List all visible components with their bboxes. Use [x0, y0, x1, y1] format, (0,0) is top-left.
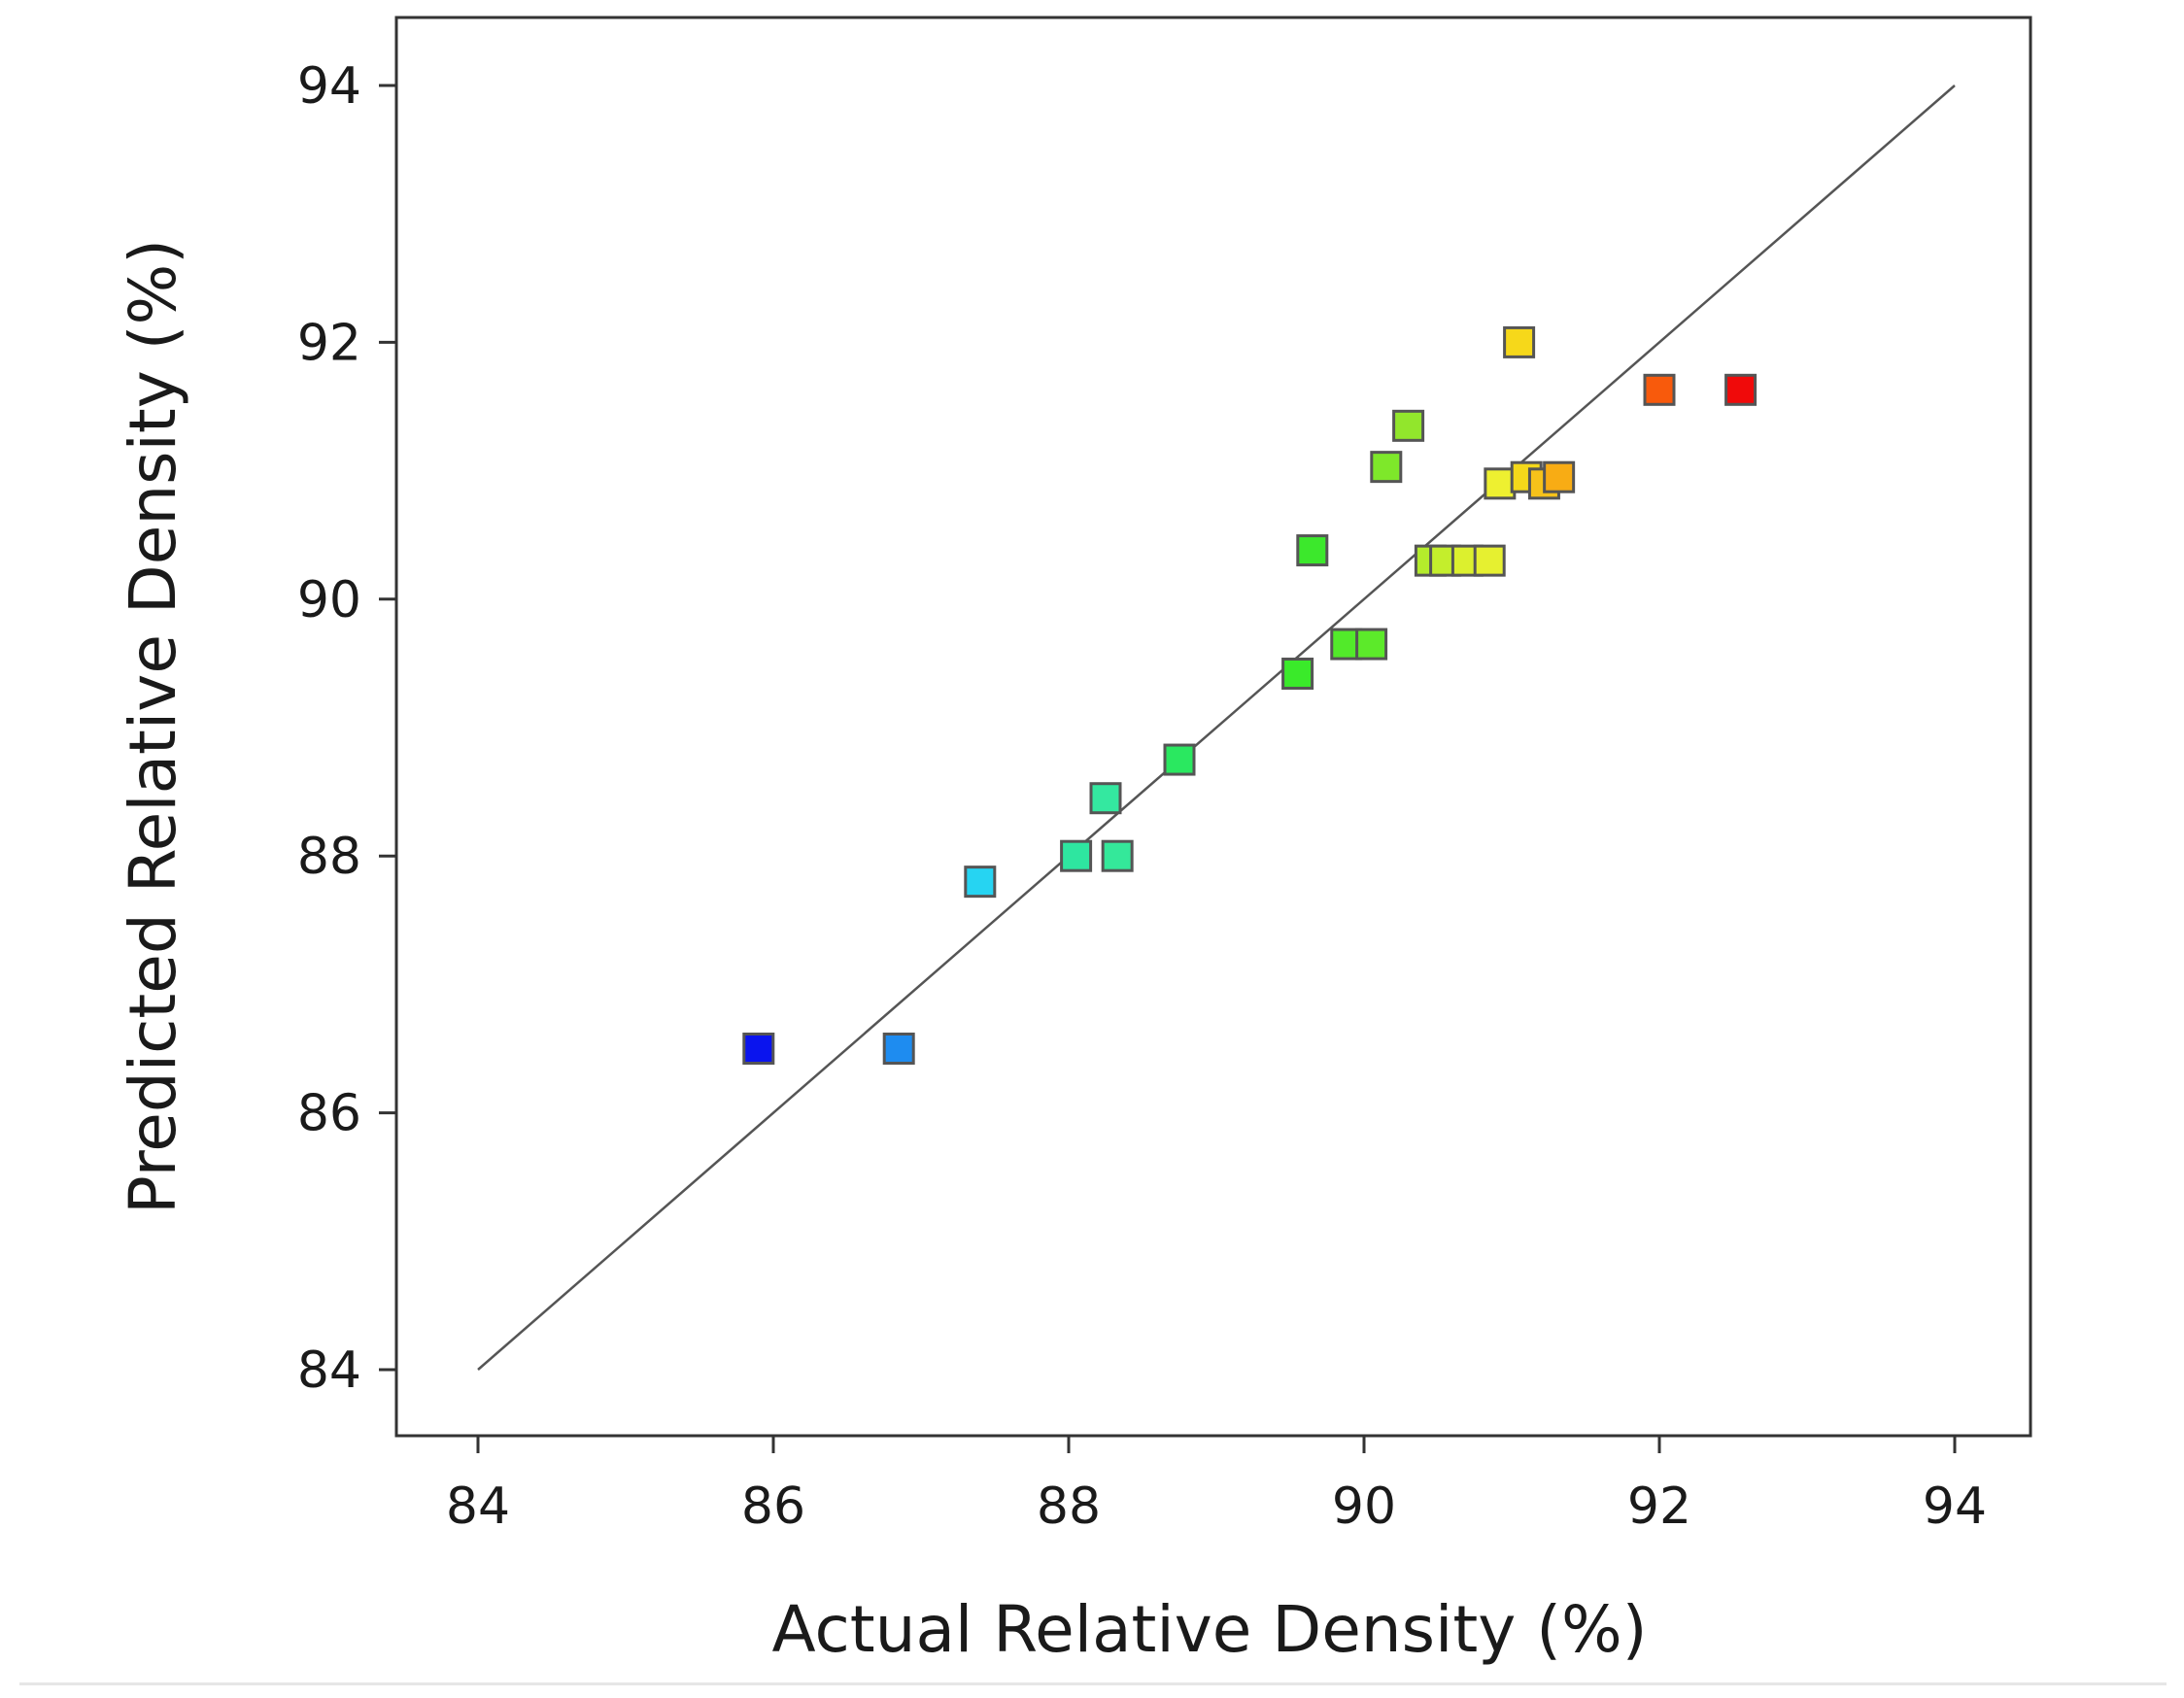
data-point [1281, 657, 1314, 690]
data-point [1355, 628, 1388, 661]
data-point [1101, 839, 1134, 872]
y-axis: 84 86 88 90 92 94 [297, 57, 396, 1400]
data-point [742, 1033, 775, 1065]
y-tick-label: 84 [297, 1341, 361, 1400]
x-tick-label: 88 [1037, 1477, 1101, 1536]
data-points [742, 325, 1757, 1065]
x-axis: 84 86 88 90 92 94 [446, 1436, 1987, 1536]
data-point [882, 1033, 915, 1065]
data-point [1370, 451, 1403, 484]
y-tick-label: 90 [297, 571, 361, 629]
data-point [1484, 467, 1517, 500]
x-axis-title: Actual Relative Density (%) [772, 1592, 1648, 1667]
y-tick-label: 94 [297, 57, 361, 116]
data-point [1089, 782, 1122, 815]
x-tick-label: 92 [1627, 1477, 1691, 1536]
data-point [1392, 409, 1425, 442]
data-point [1724, 373, 1757, 406]
data-point [964, 866, 997, 899]
data-point [1060, 839, 1093, 872]
data-point [1473, 544, 1506, 577]
x-tick-label: 94 [1923, 1477, 1987, 1536]
data-point [1163, 743, 1196, 776]
plot-frame [394, 16, 2032, 1438]
y-tick-label: 86 [297, 1085, 361, 1143]
x-tick-label: 84 [446, 1477, 510, 1536]
y-tick-label: 92 [297, 314, 361, 372]
x-tick-label: 90 [1332, 1477, 1396, 1536]
x-tick-label: 86 [741, 1477, 805, 1536]
data-point [1503, 325, 1536, 358]
bottom-divider [19, 1682, 2167, 1685]
data-point [1296, 534, 1329, 567]
y-tick-label: 88 [297, 828, 361, 886]
data-point [1643, 373, 1676, 406]
y-axis-title: Predicted Relative Density (%) [116, 239, 190, 1214]
reference-line [477, 85, 1956, 1371]
data-point [1543, 460, 1576, 493]
